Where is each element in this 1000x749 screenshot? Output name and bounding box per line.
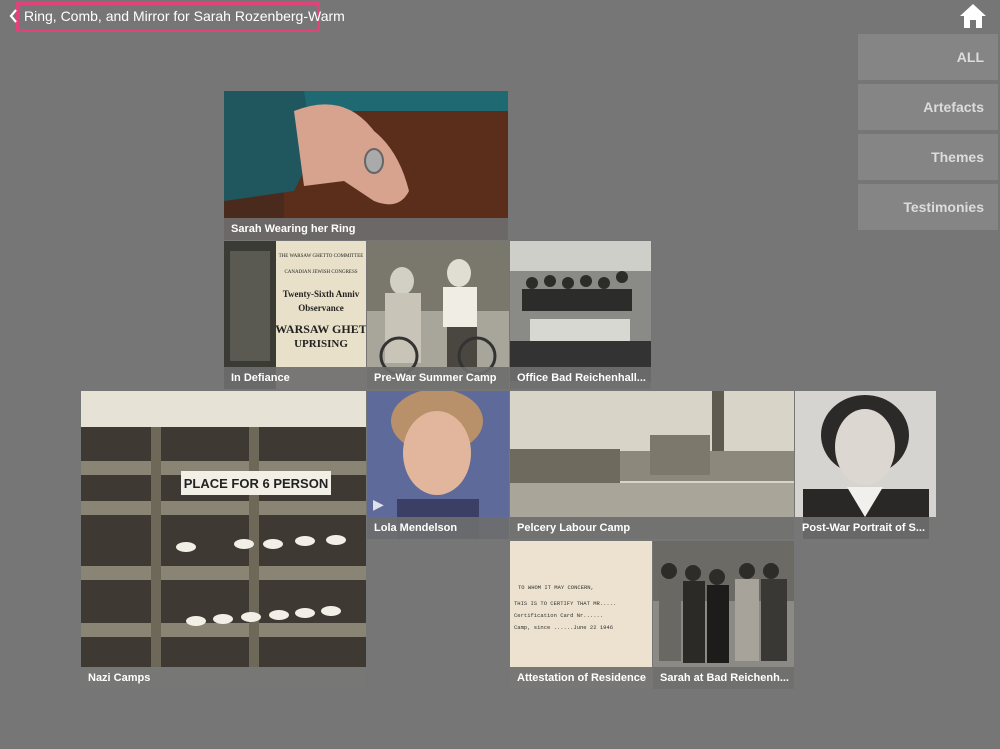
summer-camp-photo xyxy=(367,241,509,389)
home-icon[interactable] xyxy=(958,2,988,30)
back-title-highlight xyxy=(16,2,320,32)
svg-text:Camp, since ......June 22 1946: Camp, since ......June 22 1946 xyxy=(514,624,613,631)
tile-lola-mendelson[interactable]: ▶ Lola Mendelson xyxy=(367,391,509,539)
tile-caption: Sarah at Bad Reichenh... xyxy=(653,667,794,689)
tile-caption: Nazi Camps xyxy=(81,667,366,689)
svg-text:PLACE FOR 6 PERSON: PLACE FOR 6 PERSON xyxy=(184,476,328,491)
tile-post-war-portrait[interactable]: Post-War Portrait of S... xyxy=(795,391,936,539)
tile-office-bad-reichenhall[interactable]: Office Bad Reichenhall... xyxy=(510,241,651,389)
tile-caption: Attestation of Residence xyxy=(510,667,652,689)
tile-caption: Office Bad Reichenhall... xyxy=(510,367,651,389)
svg-text:WARSAW GHET: WARSAW GHET xyxy=(275,322,366,336)
svg-text:Twenty-Sixth Anniv: Twenty-Sixth Anniv xyxy=(283,289,360,299)
tile-sarah-wearing-ring[interactable]: Sarah Wearing her Ring xyxy=(224,91,508,240)
tile-pelcery-labour-camp[interactable]: Pelcery Labour Camp xyxy=(510,391,794,539)
poster-photo: THE WARSAW GHETTO COMMITTEE CANADIAN JEW… xyxy=(224,241,366,389)
group-photo xyxy=(653,541,794,689)
svg-text:TO WHOM IT MAY CONCERN,: TO WHOM IT MAY CONCERN, xyxy=(518,584,594,591)
chevron-left-icon[interactable] xyxy=(8,8,24,24)
svg-text:THE WARSAW GHETTO COMMITTEE: THE WARSAW GHETTO COMMITTEE xyxy=(279,254,364,259)
tile-in-defiance[interactable]: THE WARSAW GHETTO COMMITTEE CANADIAN JEW… xyxy=(224,241,366,389)
svg-text:Observance: Observance xyxy=(298,303,344,313)
back-button-title[interactable]: Ring, Comb, and Mirror for Sarah Rozenbe… xyxy=(24,8,345,24)
svg-text:CANADIAN JEWISH CONGRESS: CANADIAN JEWISH CONGRESS xyxy=(284,270,357,275)
filter-panel: ALL Artefacts Themes Testimonies xyxy=(858,34,998,234)
filter-artefacts-button[interactable]: Artefacts xyxy=(858,84,998,130)
tile-sarah-at-bad-reichenhall[interactable]: Sarah at Bad Reichenh... xyxy=(653,541,794,689)
tile-caption: In Defiance xyxy=(224,367,366,389)
filter-themes-button[interactable]: Themes xyxy=(858,134,998,180)
document-photo: TO WHOM IT MAY CONCERN, THIS IS TO CERTI… xyxy=(510,541,652,689)
tile-caption: Pre-War Summer Camp xyxy=(367,367,509,389)
tile-attestation-of-residence[interactable]: TO WHOM IT MAY CONCERN, THIS IS TO CERTI… xyxy=(510,541,652,689)
svg-text:THIS IS TO CERTIFY THAT MR....: THIS IS TO CERTIFY THAT MR..... xyxy=(514,600,616,607)
tile-caption: Post-War Portrait of S... xyxy=(795,517,936,539)
tile-caption: Sarah Wearing her Ring xyxy=(224,218,508,240)
play-icon: ▶ xyxy=(373,496,384,512)
svg-text:Certification Card Nr......: Certification Card Nr...... xyxy=(514,612,603,619)
tile-pre-war-summer-camp[interactable]: Pre-War Summer Camp xyxy=(367,241,509,389)
filter-all-button[interactable]: ALL xyxy=(858,34,998,80)
svg-text:UPRISING: UPRISING xyxy=(294,338,348,350)
tile-caption: Pelcery Labour Camp xyxy=(510,517,794,539)
bunks-photo: PLACE FOR 6 PERSON xyxy=(81,391,366,689)
tile-nazi-camps[interactable]: PLACE FOR 6 PERSON Nazi Camps xyxy=(81,391,366,689)
tile-caption: Lola Mendelson xyxy=(367,517,509,539)
filter-testimonies-button[interactable]: Testimonies xyxy=(858,184,998,230)
portrait-photo xyxy=(795,391,936,539)
